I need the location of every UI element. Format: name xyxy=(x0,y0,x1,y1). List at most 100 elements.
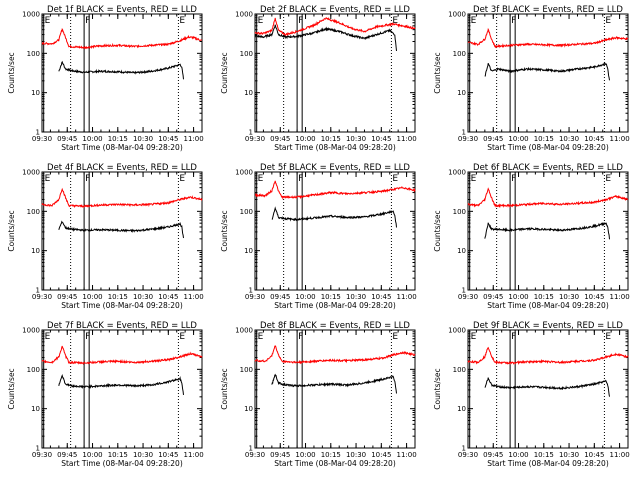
x-tick-label: 09:45 xyxy=(270,135,290,143)
events-series-line xyxy=(58,220,184,239)
x-tick-label: 10:45 xyxy=(371,135,391,143)
time-marker-label: E xyxy=(179,16,185,26)
time-marker-label: E xyxy=(605,174,611,184)
y-tick-label: 100 xyxy=(27,50,40,58)
y-tick-label: 1000 xyxy=(448,327,466,335)
x-tick-label: 09:45 xyxy=(483,451,503,459)
x-tick-label: 10:30 xyxy=(133,293,153,301)
x-tick-label: 09:45 xyxy=(483,293,503,301)
lld-series-line xyxy=(41,345,203,366)
x-tick-label: 10:30 xyxy=(133,135,153,143)
y-tick-label: 100 xyxy=(453,50,466,58)
x-axis-label: Start Time (08-Mar-04 09:28:20) xyxy=(487,459,609,468)
x-tick-label: 10:45 xyxy=(371,293,391,301)
y-axis-label: Counts/sec xyxy=(433,52,442,93)
lld-series-line xyxy=(41,187,203,209)
events-series-line xyxy=(484,221,610,240)
lld-series-line xyxy=(41,28,203,50)
x-tick-label: 10:45 xyxy=(158,293,178,301)
x-tick-label: 11:00 xyxy=(183,451,203,459)
y-tick-label: 1000 xyxy=(235,169,253,177)
y-tick-label: 10 xyxy=(244,405,253,413)
time-marker-label: E xyxy=(179,332,185,342)
x-tick-label: 09:30 xyxy=(245,451,265,459)
y-axis-label: Counts/sec xyxy=(220,368,229,409)
x-tick-label: 11:00 xyxy=(396,135,416,143)
y-tick-label: 10 xyxy=(457,89,466,97)
x-tick-label: 09:45 xyxy=(270,293,290,301)
time-marker-label: E xyxy=(258,332,264,342)
y-tick-label: 10 xyxy=(457,247,466,255)
x-tick-label: 09:45 xyxy=(57,135,77,143)
events-series-line xyxy=(271,373,397,394)
x-tick-label: 11:00 xyxy=(609,451,629,459)
y-tick-label: 100 xyxy=(453,366,466,374)
y-tick-label: 100 xyxy=(240,366,253,374)
time-marker-label: E xyxy=(471,332,477,342)
x-tick-label: 11:00 xyxy=(396,293,416,301)
detector-panel: Det 7f BLACK = Events, RED = LLD 1 10 100 10… xyxy=(7,321,204,468)
y-tick-label: 1000 xyxy=(235,327,253,335)
panel-title: Det 6f BLACK = Events, RED = LLD xyxy=(473,163,623,173)
x-axis-label: Start Time (08-Mar-04 09:28:20) xyxy=(61,143,183,152)
detector-panel: Det 1f BLACK = Events, RED = LLD 1 10 100 10… xyxy=(7,5,204,152)
plot-frame xyxy=(254,329,416,449)
lld-series-line xyxy=(254,180,416,200)
detector-panel: Det 2f BLACK = Events, RED = LLD 1 10 100 10… xyxy=(220,5,417,152)
y-axis-label: Counts/sec xyxy=(220,52,229,93)
y-tick-label: 10 xyxy=(244,89,253,97)
x-tick-label: 10:15 xyxy=(321,451,341,459)
x-tick-label: 10:00 xyxy=(508,451,528,459)
x-axis-label: Start Time (08-Mar-04 09:28:20) xyxy=(487,301,609,310)
plot-frame xyxy=(467,171,629,291)
detector-panel: Det 6f BLACK = Events, RED = LLD 1 10 100 10… xyxy=(433,163,630,310)
time-marker-label: F xyxy=(511,174,516,184)
time-marker-label: F xyxy=(298,332,303,342)
x-tick-label: 10:00 xyxy=(82,293,102,301)
x-tick-label: 10:45 xyxy=(584,135,604,143)
x-tick-label: 10:15 xyxy=(534,293,554,301)
x-axis-label: Start Time (08-Mar-04 09:28:20) xyxy=(274,301,396,310)
x-tick-label: 10:15 xyxy=(534,451,554,459)
plot-frame xyxy=(467,329,629,449)
events-series-line xyxy=(484,377,610,397)
x-tick-label: 10:45 xyxy=(158,451,178,459)
x-tick-label: 09:45 xyxy=(57,451,77,459)
x-tick-label: 10:45 xyxy=(371,451,391,459)
x-tick-label: 09:30 xyxy=(32,451,52,459)
plot-frame xyxy=(467,13,629,133)
detector-panel: Det 8f BLACK = Events, RED = LLD 1 10 100 10… xyxy=(220,321,417,468)
x-tick-label: 10:15 xyxy=(534,135,554,143)
x-tick-label: 10:30 xyxy=(346,451,366,459)
x-tick-label: 09:30 xyxy=(32,293,52,301)
detector-panel: Det 3f BLACK = Events, RED = LLD 1 10 100 10… xyxy=(433,5,630,152)
y-tick-label: 1 xyxy=(36,445,40,453)
x-tick-label: 10:15 xyxy=(108,451,128,459)
detector-panel: Det 9f BLACK = Events, RED = LLD 1 10 100 10… xyxy=(433,321,630,468)
panel-title: Det 2f BLACK = Events, RED = LLD xyxy=(260,5,410,15)
time-marker-label: E xyxy=(471,16,477,26)
time-marker-label: E xyxy=(45,16,51,26)
y-tick-label: 10 xyxy=(244,247,253,255)
x-tick-label: 10:00 xyxy=(508,293,528,301)
y-tick-label: 100 xyxy=(240,50,253,58)
time-marker-label: E xyxy=(258,174,264,184)
y-tick-label: 1000 xyxy=(235,11,253,19)
time-marker-label: F xyxy=(85,332,90,342)
plot-frame xyxy=(254,171,416,291)
x-tick-label: 11:00 xyxy=(609,135,629,143)
time-marker-label: F xyxy=(511,332,516,342)
x-tick-label: 10:45 xyxy=(584,293,604,301)
events-series-line xyxy=(254,24,397,51)
y-axis-label: Counts/sec xyxy=(7,210,16,251)
x-axis-label: Start Time (08-Mar-04 09:28:20) xyxy=(61,459,183,468)
panel-title: Det 1f BLACK = Events, RED = LLD xyxy=(47,5,197,15)
x-tick-label: 11:00 xyxy=(183,135,203,143)
x-tick-label: 10:30 xyxy=(133,451,153,459)
y-tick-label: 1 xyxy=(462,129,466,137)
time-marker-label: E xyxy=(45,174,51,184)
x-axis-label: Start Time (08-Mar-04 09:28:20) xyxy=(61,301,183,310)
plot-frame xyxy=(41,13,203,133)
lld-series-line xyxy=(467,27,629,49)
time-marker-label: E xyxy=(392,332,398,342)
